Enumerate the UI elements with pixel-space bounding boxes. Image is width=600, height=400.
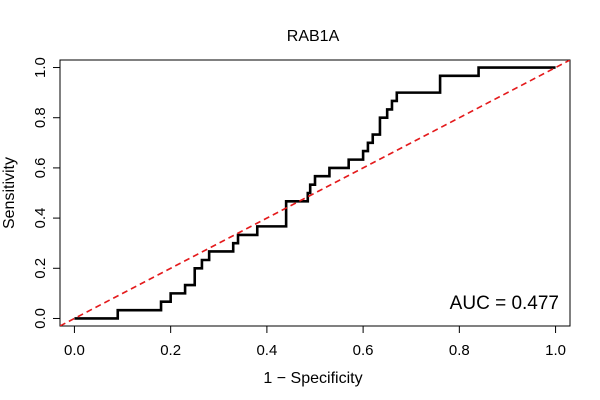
x-axis: 0.0 0.2 0.4 0.6 0.8 1.0 xyxy=(64,325,566,359)
y-tick-label: 0.4 xyxy=(32,208,49,229)
x-tick-label: 0.2 xyxy=(160,342,181,359)
auc-annotation: AUC = 0.477 xyxy=(450,293,559,314)
series-layer xyxy=(60,60,570,326)
x-tick-label: 0.6 xyxy=(353,342,374,359)
y-axis: 0.0 0.2 0.4 0.6 0.8 1.0 xyxy=(32,57,61,329)
x-axis-title: 1 − Specificity xyxy=(263,370,362,387)
roc-curve-line xyxy=(74,66,556,320)
x-tick-label: 1.0 xyxy=(545,342,566,359)
reference-diagonal-line xyxy=(60,60,570,326)
y-tick-label: 0.2 xyxy=(32,258,49,279)
y-tick-label: 1.0 xyxy=(32,57,49,78)
x-tick-label: 0.4 xyxy=(256,342,277,359)
x-tick-label: 0.8 xyxy=(449,342,470,359)
y-tick-label: 0.0 xyxy=(32,308,49,329)
y-axis-title: Sensitivity xyxy=(1,157,18,229)
plot-frame xyxy=(59,59,571,327)
chart-title: RAB1A xyxy=(287,28,340,45)
y-tick-label: 0.8 xyxy=(32,107,49,128)
y-tick-label: 0.6 xyxy=(32,157,49,178)
x-tick-label: 0.0 xyxy=(64,342,85,359)
